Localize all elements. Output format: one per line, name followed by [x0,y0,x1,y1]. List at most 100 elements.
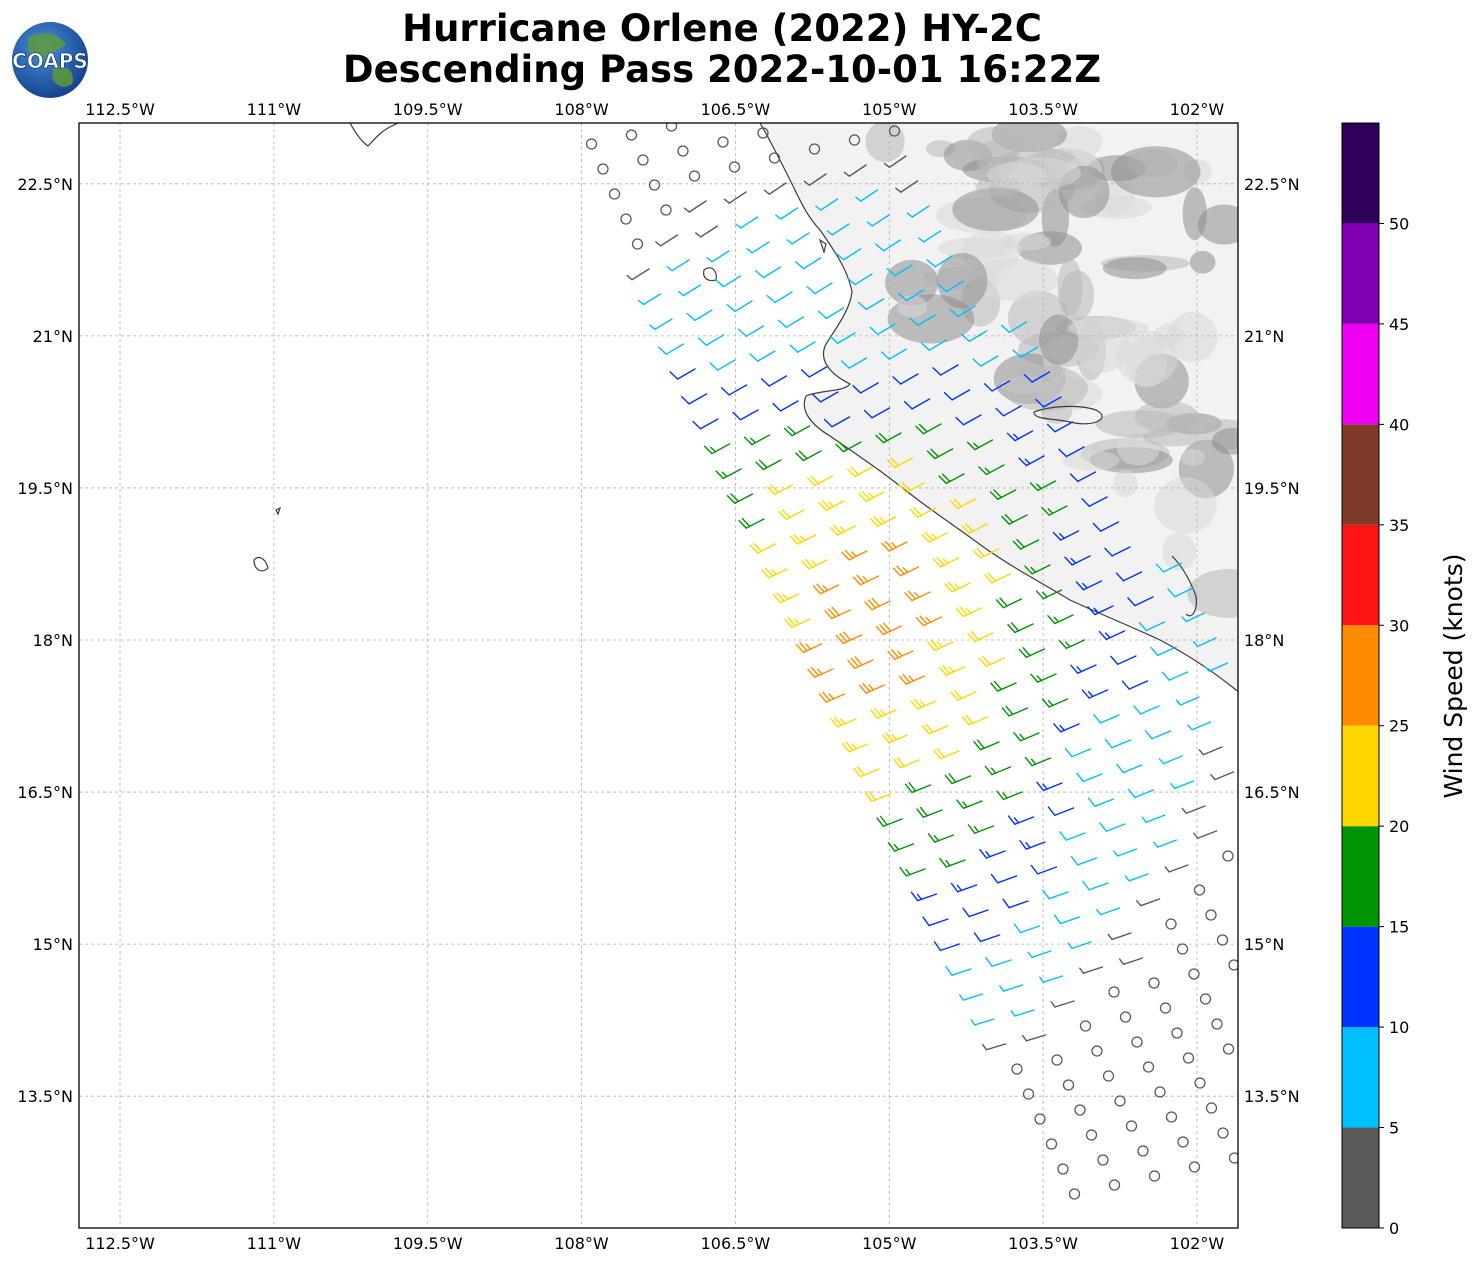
colorbar: 0 5 10 15 20 25 30 35 40 45 50 Wind Speed (knots) [1341,122,1468,1238]
calm-marker [1085,1129,1098,1141]
wind-barb [1024,564,1051,575]
colorbar-tick-label: 50 [1389,214,1409,233]
terrain-relief [1154,477,1217,534]
lat-label-right: 19.5°N [1244,479,1300,498]
title-line-2: Descending Pass 2022-10-01 16:22Z [343,48,1101,91]
wind-barb [737,325,765,337]
wind-barb [695,225,719,238]
wind-barb [1007,622,1034,634]
wind-barb [995,597,1023,609]
wind-barb [1075,580,1103,591]
calm-marker [648,179,661,191]
wind-barb [815,198,839,211]
wind-barb [875,239,902,252]
terrain-relief [1167,311,1218,363]
terrain-relief [1187,568,1238,618]
wind-barb [1198,746,1223,756]
wind-barb [830,716,857,728]
calm-marker [620,213,632,225]
calm-marker [1216,934,1229,946]
wind-barb [649,318,673,331]
terrain-relief [966,126,1025,163]
lake-chapala [1033,405,1103,425]
wind-barb [887,842,915,852]
calm-marker [1057,1163,1069,1175]
calm-marker [1205,909,1217,921]
wind-barb [921,531,948,543]
wind-barb [795,450,822,462]
wind-barb [714,275,742,288]
calm-marker [1228,1152,1238,1164]
wind-barb [886,264,913,277]
lon-label-bottom: 111°W [247,1234,302,1253]
terrain-relief [1142,427,1204,447]
wind-barb [749,542,777,554]
wind-barb [1161,671,1189,681]
wind-barb [1187,721,1212,731]
wind-barb [1050,1000,1075,1008]
wind-barb [1210,771,1235,781]
wind-barb [921,723,949,735]
wind-barb [906,205,930,218]
wind-barb [1002,898,1029,909]
wind-barb [1087,797,1115,808]
wind-barb [800,366,828,378]
wind-barb [972,355,999,367]
lon-label-bottom: 109.5°W [393,1234,463,1253]
calm-marker [1177,1136,1189,1148]
wind-barb [932,364,959,376]
wind-barb [858,491,885,502]
wind-barb [1192,637,1217,648]
wind-barb [949,305,976,318]
lat-label-left: 13.5°N [17,1087,73,1106]
lon-label-top: 109.5°W [393,100,463,119]
calm-marker [1148,977,1160,989]
wind-barb [1136,898,1161,907]
wind-barb [881,732,909,744]
colorbar-tick-label: 5 [1389,1119,1399,1138]
wind-barb [982,1043,1007,1051]
wind-barb [996,790,1023,801]
wind-barb [677,284,702,297]
lon-label-top: 102°W [1170,100,1225,119]
wind-barb [1058,446,1085,458]
wind-barb [1053,723,1080,733]
wind-barb [1023,371,1051,383]
calm-marker [1068,1188,1081,1200]
wind-barb [855,189,879,202]
wind-barb [973,739,1000,751]
title-line-1: Hurricane Orlene (2022) HY-2C [402,7,1042,50]
wind-barb [749,350,776,362]
lon-labels-top: 112.5°W 111°W 109.5°W 108°W 106.5°W 105°W 103.… [85,100,1224,119]
lat-label-right: 21°N [1244,327,1284,346]
wind-barb [1024,756,1052,767]
wind-barb [626,268,650,281]
terrain-relief [987,161,1047,189]
globe-land-shape [28,33,66,60]
wind-barb [784,617,811,629]
calm-marker [1222,1043,1235,1055]
wind-barb [726,493,754,504]
wind-barb [720,384,748,396]
lat-labels-left: 22.5°N 21°N 19.5°N 18°N 16.5°N 15°N 13.5°N [17,175,73,1106]
calm-marker [625,129,638,141]
wind-barb [944,581,971,593]
wind-barb [869,516,897,527]
wind-barb [803,173,827,186]
colorbar-bin [1342,424,1379,525]
wind-barb [1070,855,1098,866]
terrain-relief [1110,146,1201,198]
logo-text: COAPS [12,49,88,73]
wind-barb [1013,923,1041,934]
wind-barb [1099,822,1126,832]
wind-barb [932,556,960,568]
calm-marker [757,127,769,139]
lat-label-right: 18°N [1244,631,1284,650]
lon-label-bottom: 112.5°W [85,1234,155,1253]
terrain-relief [937,252,988,309]
calm-marker [665,123,678,132]
wind-barb [938,473,965,485]
calm-marker [728,161,741,173]
wind-barb [887,649,914,660]
